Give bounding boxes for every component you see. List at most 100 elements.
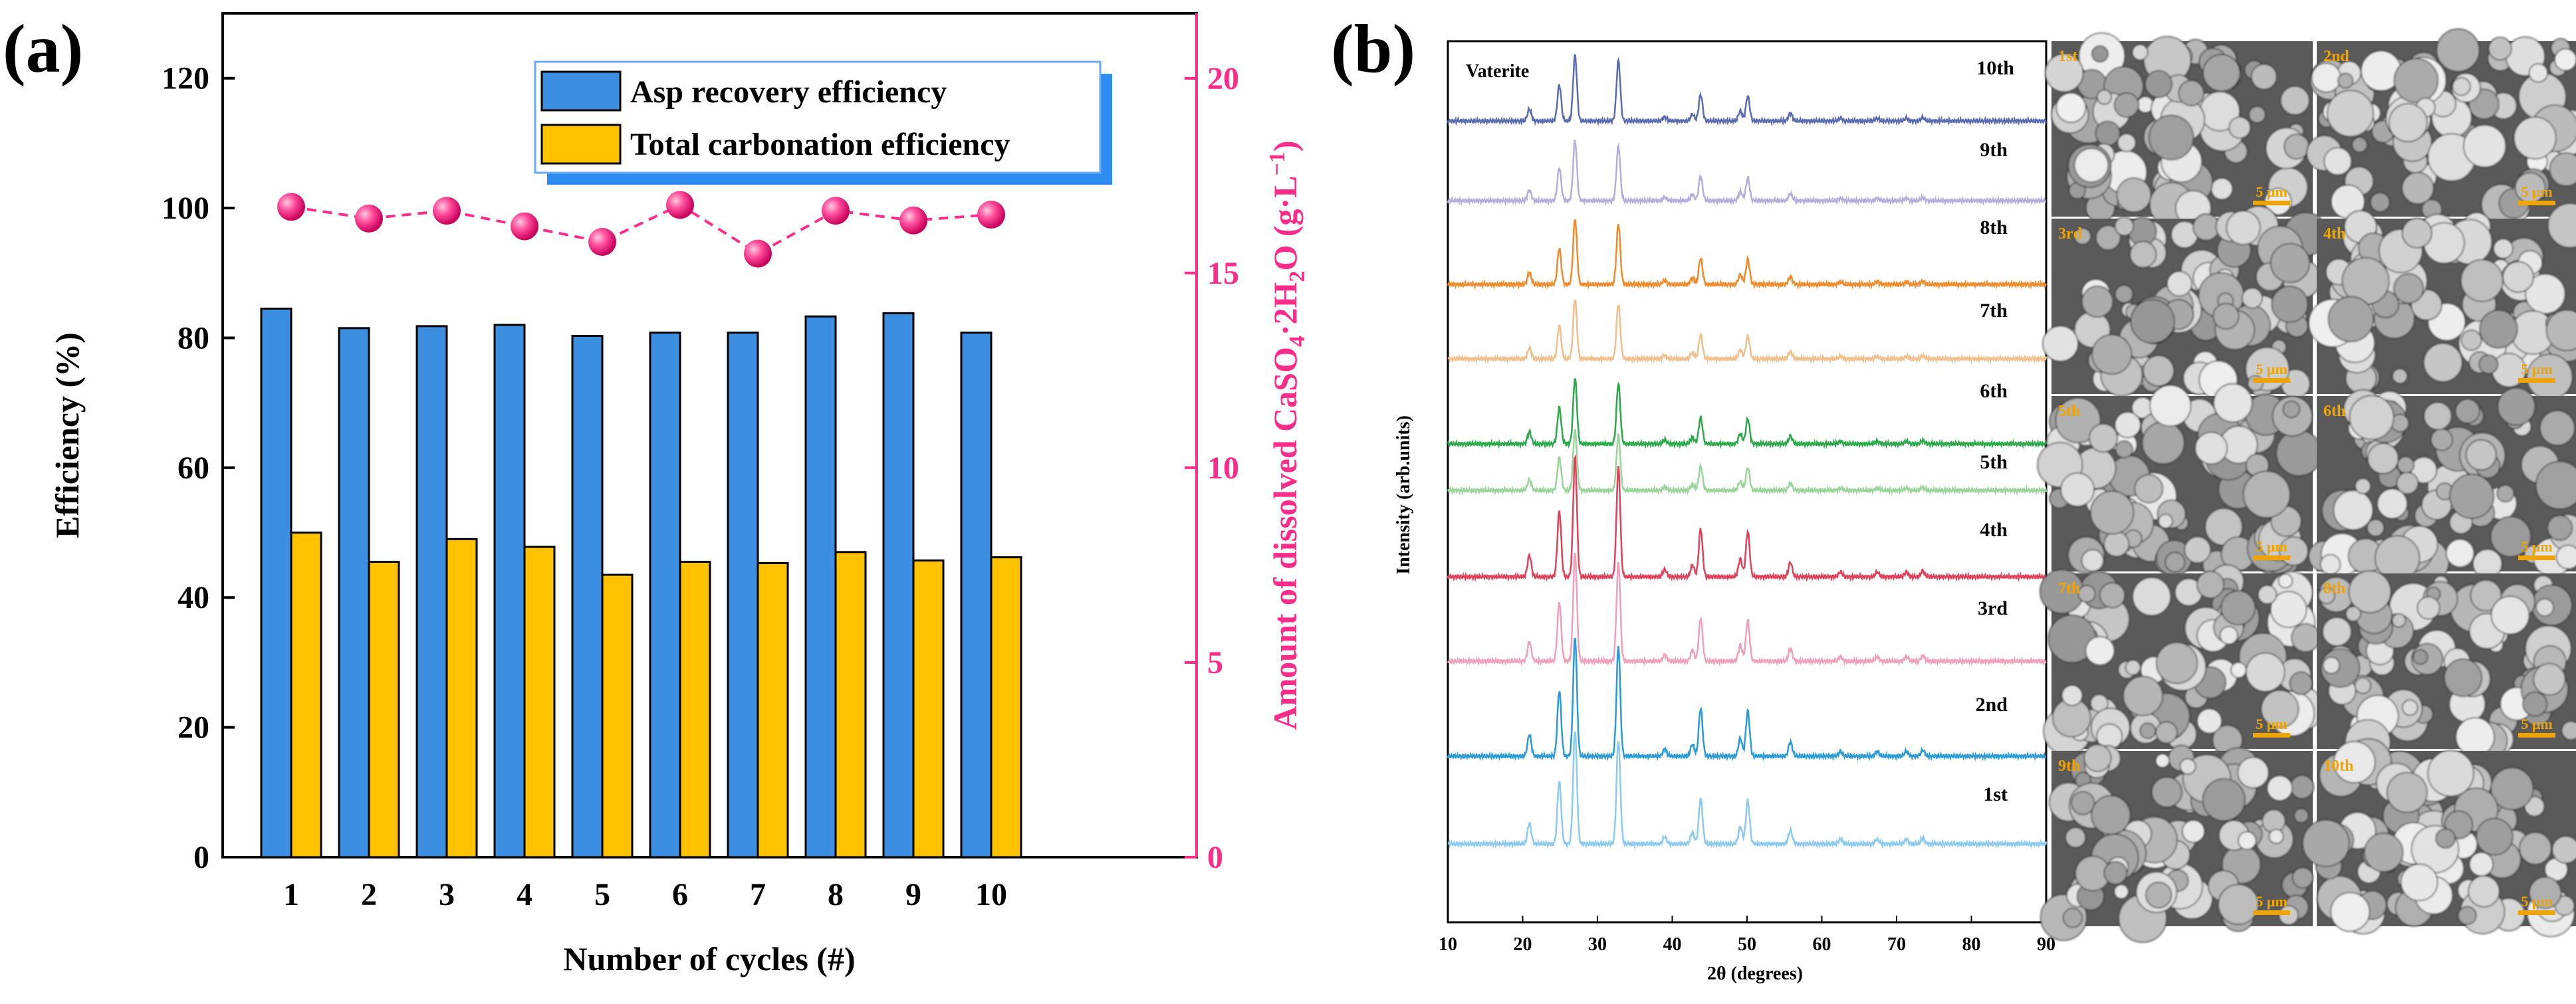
xrd-trace-9th xyxy=(1447,140,2047,206)
sem-particle xyxy=(2497,387,2536,426)
sem-scale-bar xyxy=(2253,555,2290,560)
sem-particle xyxy=(2412,649,2428,665)
sem-particle xyxy=(2262,809,2286,833)
sem-particle xyxy=(2427,750,2474,797)
sem-particle xyxy=(2401,217,2432,249)
sem-particle xyxy=(2116,177,2152,213)
sem-particle xyxy=(2319,553,2341,575)
sem-particle xyxy=(2529,876,2562,910)
xrd-x-tick-label: 60 xyxy=(1813,934,1831,955)
dissolved-point xyxy=(666,191,694,219)
xrd-trace-3rd xyxy=(1447,552,2047,666)
y-tick-label: 80 xyxy=(177,320,209,355)
bar-series xyxy=(260,308,1022,858)
bar-asp-recovery xyxy=(804,315,837,858)
sem-label: 7th xyxy=(2058,580,2080,597)
sem-particle xyxy=(2248,106,2266,124)
sem-particle xyxy=(2192,213,2220,241)
sem-particle xyxy=(2228,116,2251,139)
sem-particle xyxy=(2444,658,2482,697)
sem-particle xyxy=(2131,44,2149,61)
sem-image: 5th 5 μm xyxy=(2037,383,2323,579)
sem-particle xyxy=(2490,516,2531,557)
sem-particle xyxy=(2547,515,2573,541)
sem-particles xyxy=(2040,744,2315,943)
sem-particles xyxy=(2308,387,2576,586)
y-axis-label: Efficiency (%) xyxy=(49,332,86,538)
xrd-trace-1st xyxy=(1447,731,2048,849)
sem-particle xyxy=(2123,676,2163,716)
sem-particle xyxy=(2377,488,2408,520)
y2-tick-label: 20 xyxy=(1207,61,1239,96)
sem-image: 1st 5 μm xyxy=(2044,33,2313,227)
sem-scale-bar xyxy=(2518,201,2555,205)
sem-particle xyxy=(2423,401,2452,431)
sem-particle xyxy=(2099,582,2125,609)
sem-particle xyxy=(2524,796,2545,817)
sem-particle xyxy=(2367,519,2385,537)
sem-scale-bar xyxy=(2253,733,2290,738)
legend-swatch-asp xyxy=(540,70,622,112)
dissolved-point xyxy=(277,193,305,221)
sem-particle xyxy=(2549,152,2576,187)
sem-scale-label: 5 μm xyxy=(2521,538,2552,555)
sem-particle xyxy=(2355,478,2371,494)
sem-particle xyxy=(2430,428,2454,451)
x-tick-label: 5 xyxy=(594,877,610,912)
sem-particle xyxy=(2073,148,2109,183)
bar-asp-recovery xyxy=(338,327,370,858)
xrd-trace-4th xyxy=(1447,454,2047,582)
sem-particle xyxy=(2155,753,2170,768)
sem-particle xyxy=(2323,147,2352,175)
sem-particle xyxy=(2213,383,2253,423)
sem-particle xyxy=(2165,552,2186,573)
y-tick-label: 100 xyxy=(162,191,209,226)
panel-a-label: (a) xyxy=(3,11,83,87)
sem-particle xyxy=(2387,771,2428,813)
sem-particle xyxy=(2479,310,2518,349)
sem-particle xyxy=(2525,273,2566,314)
sem-particle xyxy=(2141,421,2185,464)
sem-label: 1st xyxy=(2058,48,2077,65)
sem-scale-label: 5 μm xyxy=(2256,183,2287,200)
sem-image: 10th 5 μm xyxy=(2302,738,2576,938)
sem-particle xyxy=(2445,538,2475,568)
sem-particle xyxy=(2212,302,2240,330)
sem-particle xyxy=(2089,423,2119,453)
sem-particles xyxy=(2308,203,2576,401)
xrd-trace-5th xyxy=(1447,429,2048,496)
sem-particle xyxy=(2194,431,2228,465)
sem-particle xyxy=(2502,261,2534,293)
sem-particle xyxy=(2291,866,2313,889)
sem-particle xyxy=(2155,721,2178,744)
sem-label: 10th xyxy=(2323,757,2353,775)
sem-particle xyxy=(2468,875,2500,908)
sem-particle xyxy=(2134,474,2164,504)
sem-image-grid: 1st 5 μm 2nd 5 μm 3rd 5 μm 4th 5 μm 5th 5 μm 6th 5 … xyxy=(2037,28,2576,943)
sem-particle xyxy=(2476,817,2514,856)
sem-particle xyxy=(2270,591,2307,628)
sem-particle xyxy=(2132,577,2171,616)
xrd-trace-10th xyxy=(1447,53,2048,126)
xrd-x-label: 2θ (degrees) xyxy=(1707,963,1803,984)
sem-particle xyxy=(2291,623,2321,653)
xrd-title: Vaterite xyxy=(1466,61,1529,82)
sem-particle xyxy=(2226,210,2261,245)
x-axis-ticks: 1 2 3 4 5 6 7 8 9 10 xyxy=(283,847,1007,912)
xrd-x-tick-label: 20 xyxy=(1514,934,1532,955)
bar-total-carbonation xyxy=(679,561,711,858)
sem-particle xyxy=(2073,227,2091,245)
sem-particle xyxy=(2071,791,2095,815)
sem-particle xyxy=(2311,62,2341,93)
bar-total-carbonation xyxy=(368,561,400,858)
sem-label: 8th xyxy=(2323,580,2345,597)
sem-particle xyxy=(2402,699,2418,716)
dissolved-point xyxy=(588,228,616,256)
y-tick-label: 120 xyxy=(162,61,209,96)
sem-particle xyxy=(2230,662,2247,678)
bar-total-carbonation xyxy=(523,546,556,858)
sem-particles xyxy=(2317,570,2576,765)
sem-particle xyxy=(2182,819,2205,843)
sem-particle xyxy=(2490,595,2530,635)
sem-particle xyxy=(2081,285,2114,318)
